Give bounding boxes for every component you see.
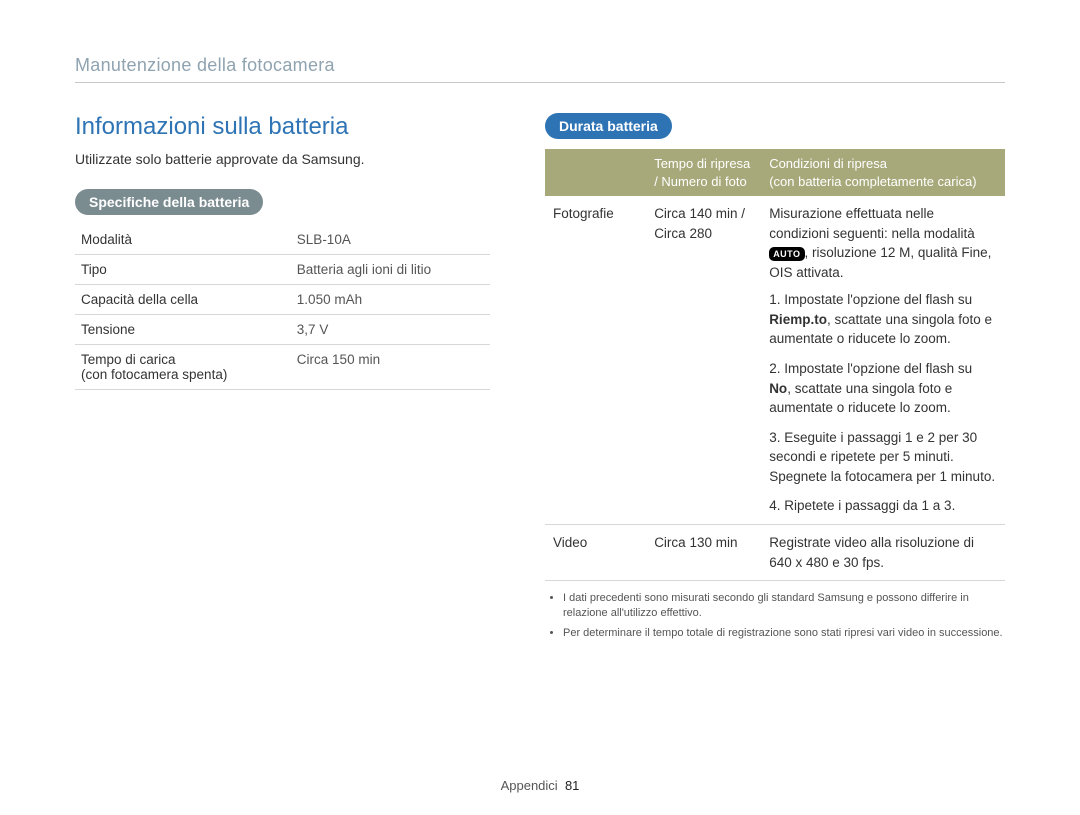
life-row-time: Circa 130 min (646, 524, 761, 580)
right-column: Durata batteria Tempo di ripresa / Numer… (545, 113, 1005, 645)
life-table: Tempo di ripresa / Numero di foto Condiz… (545, 149, 1005, 581)
table-row: Tempo di carica (con fotocamera spenta)C… (75, 345, 490, 390)
breadcrumb: Manutenzione della fotocamera (75, 55, 1005, 83)
life-head-col1: Tempo di ripresa / Numero di foto (646, 149, 761, 196)
left-column: Informazioni sulla batteria Utilizzate s… (75, 113, 490, 645)
life-row-label: Video (545, 524, 646, 580)
cond-step-bold: No (769, 381, 787, 396)
life-heading-pill: Durata batteria (545, 113, 672, 139)
life-head-blank (545, 149, 646, 196)
spec-value: 3,7 V (291, 315, 490, 345)
cond-text: Misurazione effettuata nelle condizioni … (769, 206, 975, 241)
intro-text: Utilizzate solo batterie approvate da Sa… (75, 151, 490, 167)
footer-page-number: 81 (565, 778, 579, 793)
spec-label: Modalità (75, 225, 291, 255)
table-row: Video Circa 130 min Registrate video all… (545, 524, 1005, 580)
cond-step-bold: Riemp.to (769, 312, 827, 327)
life-row-label: Fotografie (545, 196, 646, 524)
spec-label: Tensione (75, 315, 291, 345)
spec-value: 1.050 mAh (291, 285, 490, 315)
spec-table: ModalitàSLB-10A TipoBatteria agli ioni d… (75, 225, 490, 390)
cond-step-text: 2. Impostate l'opzione del flash su (769, 361, 972, 376)
spec-value: SLB-10A (291, 225, 490, 255)
notes-list: I dati precedenti sono misurati secondo … (545, 591, 1005, 641)
cond-step-text: , scattate una singola foto e aumentate … (769, 381, 952, 416)
cond-step-text: 3. Eseguite i passaggi 1 e 2 per 30 seco… (769, 428, 997, 487)
note-item: I dati precedenti sono misurati secondo … (563, 591, 1005, 622)
table-row: Fotografie Circa 140 min / Circa 280 Mis… (545, 196, 1005, 524)
page-footer: Appendici 81 (0, 778, 1080, 793)
spec-heading-pill: Specifiche della batteria (75, 189, 263, 215)
spec-label: Tempo di carica (con fotocamera spenta) (75, 345, 291, 390)
life-row-conditions: Registrate video alla risoluzione di 640… (761, 524, 1005, 580)
spec-label: Capacità della cella (75, 285, 291, 315)
auto-badge-icon: AUTO (769, 247, 804, 261)
table-row: Capacità della cella1.050 mAh (75, 285, 490, 315)
table-row: TipoBatteria agli ioni di litio (75, 255, 490, 285)
page-title: Informazioni sulla batteria (75, 113, 490, 141)
table-row: Tensione3,7 V (75, 315, 490, 345)
life-head-col2: Condizioni di ripresa (con batteria comp… (761, 149, 1005, 196)
cond-step-text: 4. Ripetete i passaggi da 1 a 3. (769, 496, 997, 516)
spec-value: Circa 150 min (291, 345, 490, 390)
cond-step-text: 1. Impostate l'opzione del flash su (769, 292, 972, 307)
table-row: ModalitàSLB-10A (75, 225, 490, 255)
note-item: Per determinare il tempo totale di regis… (563, 626, 1005, 641)
life-row-conditions: Misurazione effettuata nelle condizioni … (761, 196, 1005, 524)
footer-section: Appendici (501, 778, 558, 793)
spec-value: Batteria agli ioni di litio (291, 255, 490, 285)
life-row-time: Circa 140 min / Circa 280 (646, 196, 761, 524)
spec-label: Tipo (75, 255, 291, 285)
